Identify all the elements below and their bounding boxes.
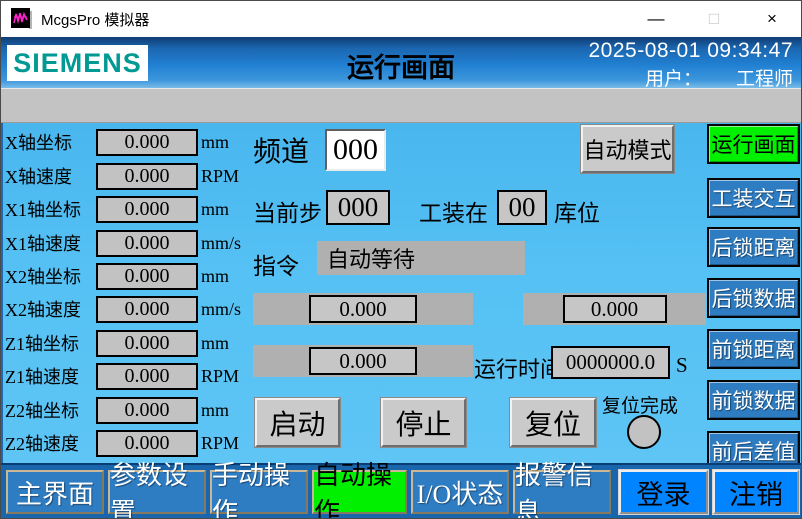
window-title: McgsPro 模拟器: [41, 12, 150, 29]
screen-title: 运行画面: [347, 53, 455, 83]
axis-unit: mm/s: [201, 298, 242, 319]
datetime-display: 2025-08-01 09:34:47: [588, 39, 793, 62]
logout-button[interactable]: 注销: [713, 470, 799, 514]
title-bar: McgsPro 模拟器 — □ ×: [1, 1, 801, 37]
axis-label: X2轴速度: [5, 300, 81, 320]
axis-row: Z2轴速度 0.000 RPM: [5, 429, 239, 457]
nav-manual-operation[interactable]: 手动操作: [210, 461, 308, 518]
axis-value-display: 0.000: [96, 262, 198, 290]
reset-done-label: 复位完成: [602, 396, 679, 417]
axis-label: Z1轴速度: [5, 367, 79, 387]
sidenav-rear-lock-data[interactable]: 后锁数据: [707, 278, 800, 318]
nav-io-status[interactable]: I/O状态: [411, 470, 509, 514]
sidenav-run-screen[interactable]: 运行画面: [707, 124, 800, 164]
axis-value-display: 0.000: [96, 229, 198, 257]
runtime-label: 运行时间: [474, 357, 563, 382]
axis-row: Z1轴坐标 0.000 mm: [5, 329, 229, 357]
axis-row: X2轴坐标 0.000 mm: [5, 262, 229, 290]
measure-strip: 0.000: [253, 293, 473, 325]
reset-done-indicator: [627, 415, 661, 449]
axis-unit: mm: [201, 198, 230, 219]
axis-label: X轴速度: [5, 167, 72, 187]
axis-label: Z2轴坐标: [5, 401, 79, 421]
axis-value-display: 0.000: [96, 396, 198, 424]
command-status-display: 自动等待: [317, 241, 525, 275]
tooling-position-display: 00: [497, 190, 547, 225]
axis-unit: mm/s: [201, 232, 242, 253]
command-label: 指令: [253, 254, 299, 279]
header: SIEMENS 运行画面 2025-08-01 09:34:47 用户： 工程师: [1, 37, 801, 91]
runtime-unit: S: [676, 353, 688, 377]
nav-parameter-settings[interactable]: 参数设置: [108, 461, 206, 518]
axis-unit: RPM: [201, 165, 240, 186]
runtime-display: 0000000.0: [551, 346, 670, 379]
axis-value-display: 0.000: [96, 162, 198, 190]
bottom-nav: 主界面 参数设置 手动操作 自动操作 I/O状态 报警信息 登录 注销: [6, 461, 799, 518]
axis-label: X轴坐标: [5, 133, 72, 153]
current-step-label: 当前步: [253, 201, 322, 226]
measure-value-display: 0.000: [309, 295, 417, 323]
axis-row: X轴速度 0.000 RPM: [5, 162, 239, 190]
axis-row: X轴坐标 0.000 mm: [5, 128, 229, 156]
axis-label: X1轴坐标: [5, 200, 81, 220]
axis-unit: mm: [201, 265, 230, 286]
window-controls: — □ ×: [627, 1, 801, 37]
channel-input[interactable]: 000: [325, 129, 386, 171]
axis-label: X2轴坐标: [5, 267, 81, 287]
axis-row: Z2轴坐标 0.000 mm: [5, 396, 229, 424]
spacer-bar: [1, 88, 801, 123]
axis-unit: RPM: [201, 365, 240, 386]
sidenav-tool-interact[interactable]: 工装交互: [707, 178, 800, 218]
measure-value-display: 0.000: [309, 347, 417, 375]
axis-unit: mm: [201, 332, 230, 353]
maximize-button[interactable]: □: [708, 9, 720, 28]
nav-main-screen[interactable]: 主界面: [6, 470, 104, 514]
axis-row: X2轴速度 0.000 mm/s: [5, 295, 241, 323]
nav-auto-operation[interactable]: 自动操作: [312, 461, 407, 518]
axis-value-display: 0.000: [96, 329, 198, 357]
minimize-button[interactable]: —: [647, 9, 665, 28]
axis-unit: mm: [201, 131, 230, 152]
current-step-display: 000: [326, 190, 390, 225]
axis-value-display: 0.000: [96, 295, 198, 323]
header-status: 2025-08-01 09:34:47 用户： 工程师: [553, 39, 794, 91]
sidenav-rear-lock-distance[interactable]: 后锁距离: [707, 227, 800, 267]
nav-alarm-info[interactable]: 报警信息: [513, 461, 611, 518]
axis-value-display: 0.000: [96, 429, 198, 457]
axis-label: Z2轴速度: [5, 434, 79, 454]
channel-label: 频道: [253, 137, 310, 168]
close-button[interactable]: ×: [767, 9, 777, 28]
axis-unit: RPM: [201, 432, 240, 453]
axis-label: Z1轴坐标: [5, 334, 79, 354]
sidenav-front-lock-distance[interactable]: 前锁距离: [707, 329, 800, 369]
axis-label: X1轴速度: [5, 234, 81, 254]
axis-unit: mm: [201, 399, 230, 420]
user-label: 用户：: [644, 69, 702, 90]
axis-value-display: 0.000: [96, 128, 198, 156]
tooling-at-label: 工装在: [419, 201, 488, 226]
main-screen: X轴坐标 0.000 mm X轴速度 0.000 RPM X1轴坐标 0.000…: [1, 123, 801, 463]
axis-value-display: 0.000: [96, 362, 198, 390]
axis-row: Z1轴速度 0.000 RPM: [5, 362, 239, 390]
app-icon: [11, 8, 32, 29]
bottom-nav-band: 主界面 参数设置 手动操作 自动操作 I/O状态 报警信息 登录 注销: [1, 461, 801, 518]
reset-button[interactable]: 复位: [510, 398, 596, 447]
measure-value-display: 0.000: [562, 295, 667, 323]
user-value: 工程师: [735, 69, 793, 90]
axis-row: X1轴速度 0.000 mm/s: [5, 229, 241, 257]
login-button[interactable]: 登录: [619, 470, 708, 514]
axis-value-display: 0.000: [96, 195, 198, 223]
measure-strip: 0.000: [253, 345, 473, 377]
sidenav-front-lock-data[interactable]: 前锁数据: [707, 380, 800, 420]
auto-mode-button[interactable]: 自动模式: [581, 125, 674, 173]
storage-slot-label: 库位: [554, 201, 600, 226]
measure-strip: 0.000: [523, 293, 706, 325]
axis-row: X1轴坐标 0.000 mm: [5, 195, 229, 223]
start-button[interactable]: 启动: [255, 398, 340, 447]
stop-button[interactable]: 停止: [381, 398, 466, 447]
siemens-logo: SIEMENS: [7, 45, 148, 81]
